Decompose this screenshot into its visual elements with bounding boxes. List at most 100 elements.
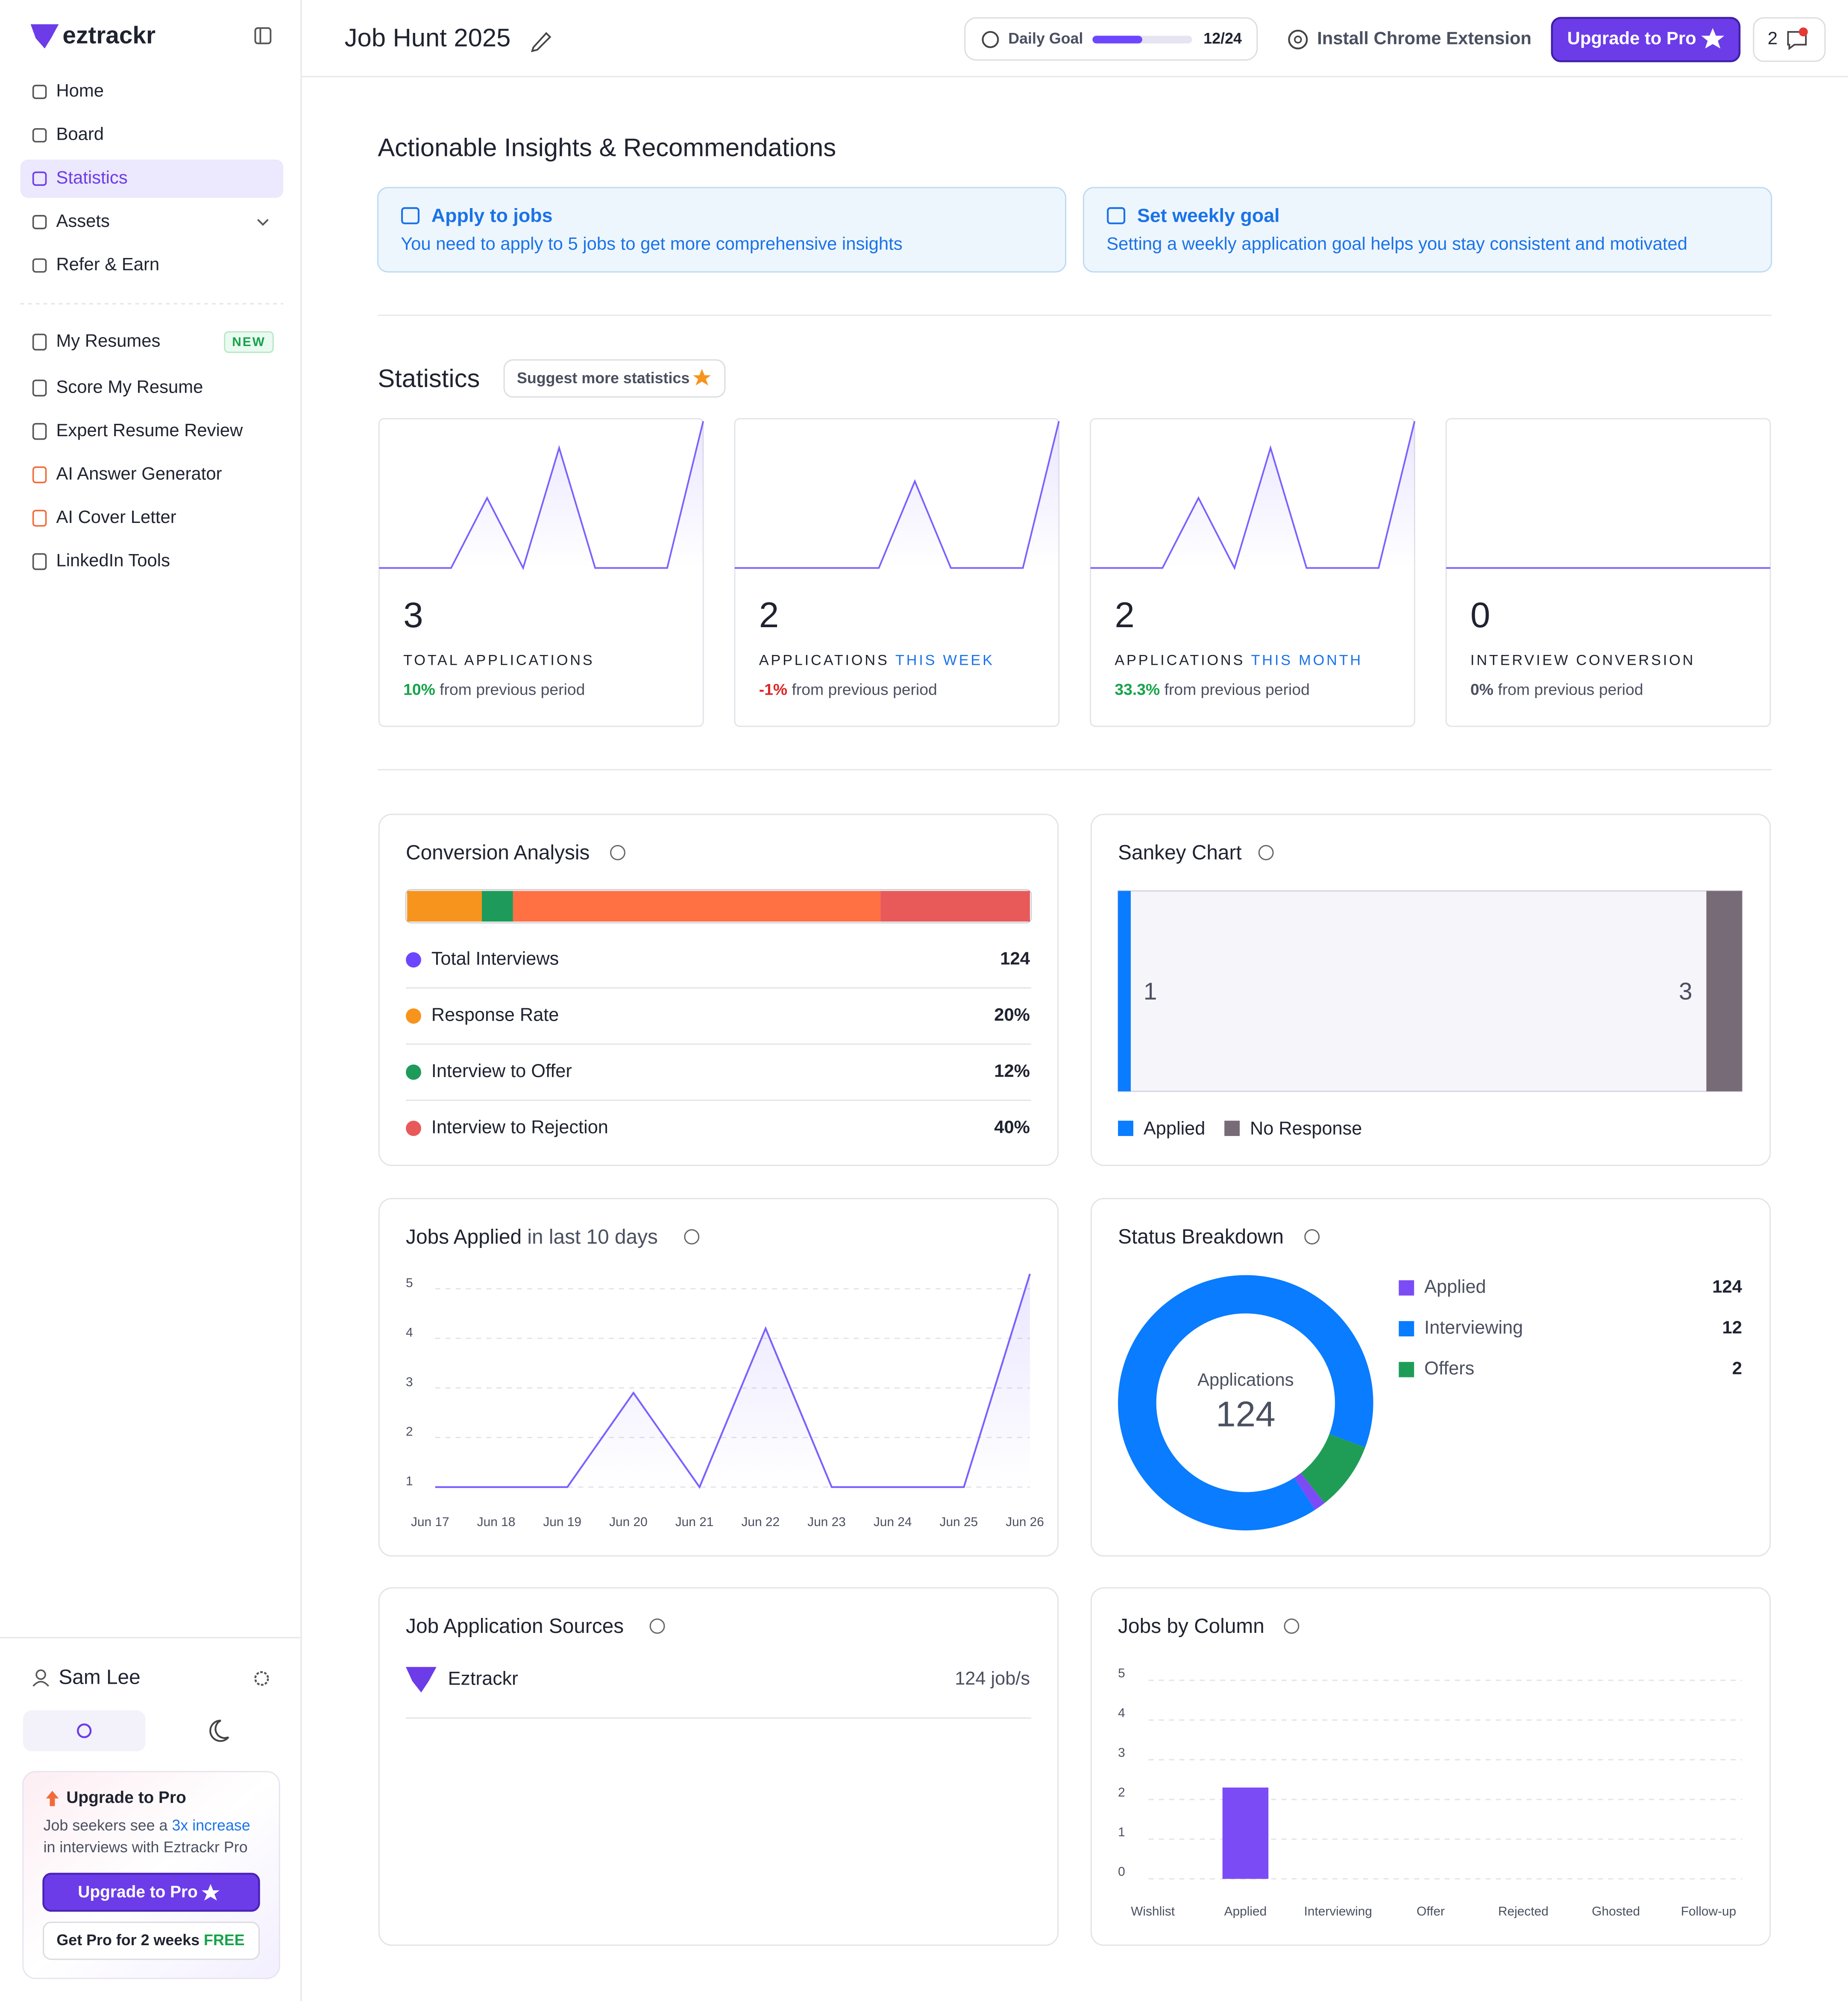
tool-item[interactable]: Score My Resume (56, 376, 203, 396)
tool-item[interactable]: My Resumes (56, 331, 160, 351)
legend-value: 124 (1712, 1277, 1742, 1297)
source-name: Eztrackr (448, 1668, 518, 1689)
legend-label: Offers (1424, 1358, 1474, 1379)
legend-value: 12 (1722, 1317, 1742, 1337)
stat-label-highlight: THIS MONTH (1251, 652, 1363, 669)
x-tick-label: Ghosted (1592, 1904, 1640, 1918)
user-icon-body (32, 1681, 49, 1687)
trial-text: Get Pro for 2 weeks (56, 1932, 199, 1949)
sidebar-toggle[interactable] (254, 27, 272, 44)
promo-upgrade-label: Upgrade to Pro (78, 1883, 197, 1901)
stat-change: 33.3% from previous period (1115, 680, 1309, 698)
sankey-flow (1117, 890, 1743, 1092)
trial-button[interactable] (43, 1921, 260, 1960)
y-tick-label: 4 (406, 1325, 413, 1339)
y-tick-label: 5 (1118, 1666, 1125, 1680)
stat-card (734, 418, 1060, 727)
insight-card[interactable] (1082, 187, 1772, 273)
stat-change-text: from previous period (440, 680, 585, 698)
insight-card[interactable] (377, 187, 1067, 273)
badge-label: NEW (232, 335, 266, 349)
suggest-button[interactable] (503, 359, 726, 398)
x-tick-label: Jun 17 (411, 1515, 449, 1529)
x-tick-label: Jun 24 (874, 1515, 912, 1529)
install-extension[interactable]: Install Chrome Extension (1317, 28, 1531, 48)
insights-title: Actionable Insights & Recommendations (378, 133, 836, 161)
x-tick-label: Jun 21 (675, 1515, 714, 1529)
legend-swatch (1399, 1321, 1414, 1337)
statistics-title: Statistics (378, 364, 480, 393)
donut-slice (1294, 1473, 1325, 1510)
legend-label: Interviewing (1424, 1318, 1523, 1338)
legend-swatch (1399, 1280, 1414, 1296)
legend-label: No Response (1250, 1118, 1362, 1139)
tool-item[interactable]: Expert Resume Review (56, 420, 243, 440)
line-series (435, 1274, 1031, 1489)
settings-icon[interactable] (254, 1671, 269, 1686)
panel (378, 1587, 1059, 1946)
daily-goal-label: Daily Goal (1008, 30, 1083, 47)
tool-icon (32, 510, 47, 527)
chrome-icon-center (1294, 35, 1302, 44)
x-tick-label: Rejected (1498, 1904, 1549, 1918)
brand-logo (30, 24, 59, 49)
legend-dot (406, 1008, 421, 1024)
legend-dot (406, 1064, 421, 1080)
user-name: Sam Lee (59, 1666, 140, 1688)
insight-title: Apply to jobs (431, 205, 553, 226)
promo-text-before: Job seekers see a (44, 1817, 168, 1834)
nav-item[interactable]: Board (56, 124, 104, 144)
promo-upgrade-button[interactable] (42, 1873, 260, 1912)
star-icon (202, 1884, 220, 1901)
nav-item[interactable]: Assets (56, 211, 109, 231)
donut-slice (1118, 1275, 1373, 1531)
conversion-value: 20% (994, 1004, 1030, 1025)
y-tick-label: 2 (406, 1425, 413, 1439)
upgrade-button[interactable] (1551, 17, 1741, 62)
stat-label-text: INTERVIEW CONVERSION (1470, 652, 1695, 669)
info-icon (1258, 845, 1274, 860)
conversion-segment (481, 891, 513, 922)
nav-item[interactable]: Home (56, 80, 104, 100)
notification-dot (1799, 27, 1808, 37)
conversion-segment (407, 891, 482, 922)
y-tick-label: 2 (1118, 1785, 1125, 1800)
tool-item[interactable]: AI Answer Generator (56, 463, 222, 483)
y-tick-label: 5 (406, 1276, 413, 1290)
nav-item[interactable]: Refer & Earn (56, 254, 159, 274)
stat-value: 0 (1470, 595, 1490, 635)
light-theme-button[interactable] (23, 1710, 146, 1751)
stat-change: 0% from previous period (1470, 680, 1643, 698)
x-tick-label: Interviewing (1304, 1904, 1372, 1918)
sparkline-area (734, 421, 1059, 568)
notification-count: 2 (1768, 28, 1778, 48)
y-tick-label: 1 (1118, 1825, 1125, 1839)
stat-change-text: from previous period (792, 680, 937, 698)
sankey-value: 3 (1679, 978, 1693, 1005)
legend-swatch (1224, 1121, 1240, 1136)
tool-item[interactable]: LinkedIn Tools (56, 550, 170, 570)
conversion-name: Total Interviews (431, 948, 559, 969)
sankey-node (1706, 891, 1742, 1092)
nav-icon (32, 85, 47, 99)
tool-item[interactable]: AI Cover Letter (56, 507, 176, 527)
stat-card (378, 418, 704, 727)
nav-item[interactable]: Statistics (56, 167, 127, 187)
sankey-value: 1 (1144, 978, 1157, 1005)
donut-center-value: 124 (1216, 1394, 1276, 1434)
promo-arrow (46, 1791, 59, 1806)
brand: eztrackr (62, 22, 155, 49)
insight-icon (1107, 207, 1126, 224)
legend-label: Applied (1424, 1277, 1486, 1297)
goal-icon (982, 31, 999, 48)
dark-theme-button[interactable] (209, 1720, 229, 1742)
star-icon (1701, 28, 1725, 49)
tool-icon (32, 423, 47, 440)
edit-icon[interactable] (531, 32, 551, 53)
stat-change-value: 0% (1470, 680, 1493, 698)
insight-text: You need to apply to 5 jobs to get more … (401, 234, 903, 254)
badge (224, 331, 274, 353)
notifications-button[interactable] (1753, 17, 1826, 62)
info-icon (1284, 1618, 1299, 1634)
daily-goal-fill (1092, 35, 1142, 44)
